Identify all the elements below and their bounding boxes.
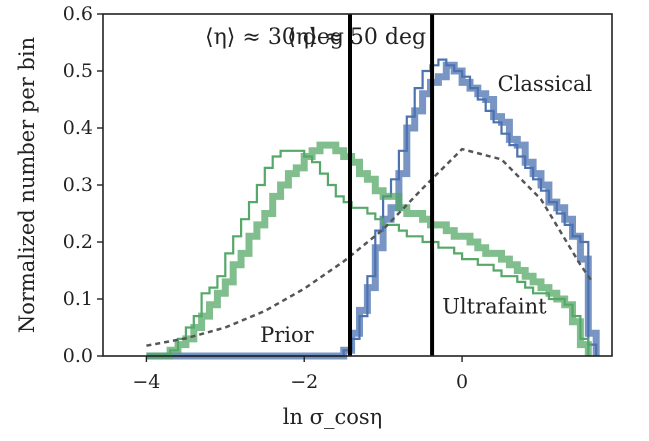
- x-tick-label: −2: [290, 371, 318, 393]
- axes-layer: 0.0 0.1 0.2 0.3 0.4 0.5 0.6 −4 −2 0 ln σ_cosη Norma…: [15, 3, 613, 429]
- vline-layer: ⟨η⟩ ≈ 30 deg⟨η⟩ ≈ 50 deg: [205, 14, 435, 356]
- y-tick-label: 0.2: [63, 231, 93, 253]
- y-axis-label: Normalized number per bin: [15, 37, 39, 333]
- series-ultrafaint: [146, 141, 592, 360]
- annotation-classical: Classical: [498, 72, 593, 96]
- vline-label-2: ⟨η⟩ ≈ 50 deg: [287, 25, 426, 50]
- annotation-prior: Prior: [260, 323, 315, 347]
- x-tick-label: −4: [132, 371, 160, 393]
- vline-label-1: ⟨η⟩ ≈ 30 deg: [205, 25, 344, 50]
- y-tick-label: 0.4: [63, 117, 93, 139]
- y-tick-label: 0.3: [63, 174, 93, 196]
- series-ultrafaint-thin: [146, 149, 590, 358]
- series-prior: [146, 147, 594, 347]
- x-axis-label: ln σ_cosη: [283, 405, 383, 429]
- y-tick-label: 0.6: [63, 3, 93, 25]
- x-tick-label: 0: [456, 371, 468, 393]
- y-tick-label: 0.0: [63, 345, 93, 367]
- y-tick-label: 0.1: [63, 288, 93, 310]
- annot-layer: Classical Ultrafaint Prior: [260, 72, 592, 347]
- y-tick-label: 0.5: [63, 60, 93, 82]
- annotation-ultrafaint: Ultrafaint: [442, 294, 547, 318]
